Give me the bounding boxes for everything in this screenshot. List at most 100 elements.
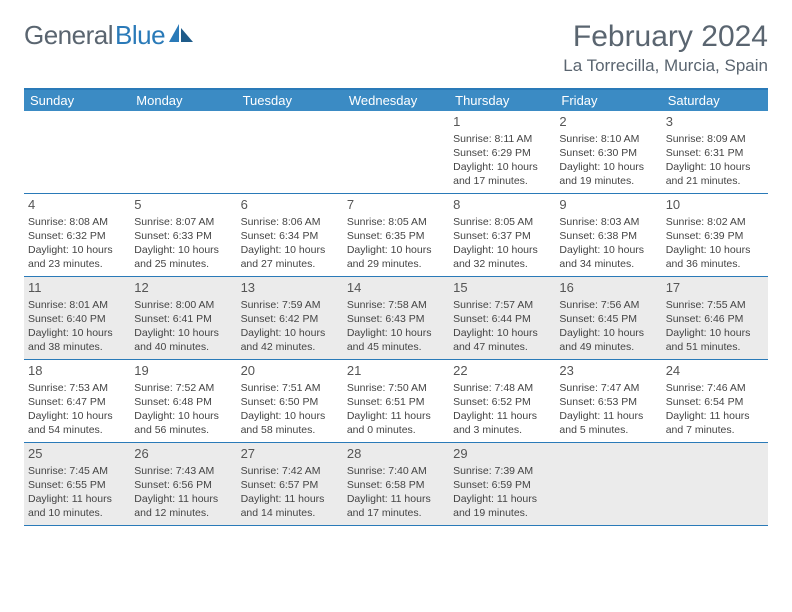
day-info: Sunrise: 8:07 AMSunset: 6:33 PMDaylight:…: [134, 215, 232, 272]
day-number: 22: [453, 362, 551, 380]
day-number: 6: [241, 196, 339, 214]
day-number: 17: [666, 279, 764, 297]
week-row: 1Sunrise: 8:11 AMSunset: 6:29 PMDaylight…: [24, 111, 768, 194]
day-cell: 13Sunrise: 7:59 AMSunset: 6:42 PMDayligh…: [237, 277, 343, 359]
day-cell: [343, 111, 449, 193]
day-number: 26: [134, 445, 232, 463]
day-number: 14: [347, 279, 445, 297]
day-cell: 14Sunrise: 7:58 AMSunset: 6:43 PMDayligh…: [343, 277, 449, 359]
day-number: 3: [666, 113, 764, 131]
day-info: Sunrise: 8:05 AMSunset: 6:37 PMDaylight:…: [453, 215, 551, 272]
day-cell: 27Sunrise: 7:42 AMSunset: 6:57 PMDayligh…: [237, 443, 343, 525]
day-number: 5: [134, 196, 232, 214]
day-header: Wednesday: [343, 90, 449, 111]
day-number: 23: [559, 362, 657, 380]
day-cell: 17Sunrise: 7:55 AMSunset: 6:46 PMDayligh…: [662, 277, 768, 359]
brand-text-2: Blue: [115, 20, 165, 51]
day-cell: 23Sunrise: 7:47 AMSunset: 6:53 PMDayligh…: [555, 360, 661, 442]
day-info: Sunrise: 8:00 AMSunset: 6:41 PMDaylight:…: [134, 298, 232, 355]
day-header: Tuesday: [237, 90, 343, 111]
day-number: 1: [453, 113, 551, 131]
day-cell: 15Sunrise: 7:57 AMSunset: 6:44 PMDayligh…: [449, 277, 555, 359]
day-number: 27: [241, 445, 339, 463]
day-info: Sunrise: 7:55 AMSunset: 6:46 PMDaylight:…: [666, 298, 764, 355]
day-cell: 1Sunrise: 8:11 AMSunset: 6:29 PMDaylight…: [449, 111, 555, 193]
brand-logo: GeneralBlue: [24, 20, 195, 51]
day-info: Sunrise: 7:42 AMSunset: 6:57 PMDaylight:…: [241, 464, 339, 521]
day-info: Sunrise: 8:05 AMSunset: 6:35 PMDaylight:…: [347, 215, 445, 272]
day-info: Sunrise: 7:45 AMSunset: 6:55 PMDaylight:…: [28, 464, 126, 521]
day-cell: 24Sunrise: 7:46 AMSunset: 6:54 PMDayligh…: [662, 360, 768, 442]
day-cell: 21Sunrise: 7:50 AMSunset: 6:51 PMDayligh…: [343, 360, 449, 442]
day-info: Sunrise: 8:10 AMSunset: 6:30 PMDaylight:…: [559, 132, 657, 189]
day-cell: 7Sunrise: 8:05 AMSunset: 6:35 PMDaylight…: [343, 194, 449, 276]
day-cell: 12Sunrise: 8:00 AMSunset: 6:41 PMDayligh…: [130, 277, 236, 359]
day-info: Sunrise: 8:02 AMSunset: 6:39 PMDaylight:…: [666, 215, 764, 272]
day-cell: 29Sunrise: 7:39 AMSunset: 6:59 PMDayligh…: [449, 443, 555, 525]
day-info: Sunrise: 7:43 AMSunset: 6:56 PMDaylight:…: [134, 464, 232, 521]
day-info: Sunrise: 8:11 AMSunset: 6:29 PMDaylight:…: [453, 132, 551, 189]
week-row: 18Sunrise: 7:53 AMSunset: 6:47 PMDayligh…: [24, 360, 768, 443]
day-number: 21: [347, 362, 445, 380]
day-number: 2: [559, 113, 657, 131]
day-number: 4: [28, 196, 126, 214]
day-number: 15: [453, 279, 551, 297]
page-header: GeneralBlue February 2024 La Torrecilla,…: [24, 20, 768, 76]
day-number: 7: [347, 196, 445, 214]
day-cell: 3Sunrise: 8:09 AMSunset: 6:31 PMDaylight…: [662, 111, 768, 193]
day-info: Sunrise: 7:59 AMSunset: 6:42 PMDaylight:…: [241, 298, 339, 355]
day-cell: 22Sunrise: 7:48 AMSunset: 6:52 PMDayligh…: [449, 360, 555, 442]
day-info: Sunrise: 7:53 AMSunset: 6:47 PMDaylight:…: [28, 381, 126, 438]
day-header: Sunday: [24, 90, 130, 111]
day-header: Thursday: [449, 90, 555, 111]
day-number: 16: [559, 279, 657, 297]
day-cell: 9Sunrise: 8:03 AMSunset: 6:38 PMDaylight…: [555, 194, 661, 276]
day-cell: 8Sunrise: 8:05 AMSunset: 6:37 PMDaylight…: [449, 194, 555, 276]
day-header: Monday: [130, 90, 236, 111]
day-info: Sunrise: 7:46 AMSunset: 6:54 PMDaylight:…: [666, 381, 764, 438]
week-row: 25Sunrise: 7:45 AMSunset: 6:55 PMDayligh…: [24, 443, 768, 526]
day-cell: 4Sunrise: 8:08 AMSunset: 6:32 PMDaylight…: [24, 194, 130, 276]
day-info: Sunrise: 7:52 AMSunset: 6:48 PMDaylight:…: [134, 381, 232, 438]
day-info: Sunrise: 7:39 AMSunset: 6:59 PMDaylight:…: [453, 464, 551, 521]
day-cell: 26Sunrise: 7:43 AMSunset: 6:56 PMDayligh…: [130, 443, 236, 525]
day-cell: [24, 111, 130, 193]
day-number: 11: [28, 279, 126, 297]
week-row: 11Sunrise: 8:01 AMSunset: 6:40 PMDayligh…: [24, 277, 768, 360]
day-cell: [237, 111, 343, 193]
day-cell: 18Sunrise: 7:53 AMSunset: 6:47 PMDayligh…: [24, 360, 130, 442]
day-number: 18: [28, 362, 126, 380]
day-info: Sunrise: 7:48 AMSunset: 6:52 PMDaylight:…: [453, 381, 551, 438]
calendar-grid: SundayMondayTuesdayWednesdayThursdayFrid…: [24, 88, 768, 526]
day-header: Saturday: [662, 90, 768, 111]
day-number: 24: [666, 362, 764, 380]
day-info: Sunrise: 7:51 AMSunset: 6:50 PMDaylight:…: [241, 381, 339, 438]
day-info: Sunrise: 7:47 AMSunset: 6:53 PMDaylight:…: [559, 381, 657, 438]
month-title: February 2024: [563, 20, 768, 54]
day-info: Sunrise: 7:56 AMSunset: 6:45 PMDaylight:…: [559, 298, 657, 355]
day-cell: 16Sunrise: 7:56 AMSunset: 6:45 PMDayligh…: [555, 277, 661, 359]
day-header-row: SundayMondayTuesdayWednesdayThursdayFrid…: [24, 90, 768, 111]
day-info: Sunrise: 8:08 AMSunset: 6:32 PMDaylight:…: [28, 215, 126, 272]
day-info: Sunrise: 7:57 AMSunset: 6:44 PMDaylight:…: [453, 298, 551, 355]
day-info: Sunrise: 7:50 AMSunset: 6:51 PMDaylight:…: [347, 381, 445, 438]
day-info: Sunrise: 8:06 AMSunset: 6:34 PMDaylight:…: [241, 215, 339, 272]
day-number: 8: [453, 196, 551, 214]
day-number: 25: [28, 445, 126, 463]
day-cell: 28Sunrise: 7:40 AMSunset: 6:58 PMDayligh…: [343, 443, 449, 525]
week-row: 4Sunrise: 8:08 AMSunset: 6:32 PMDaylight…: [24, 194, 768, 277]
day-cell: 6Sunrise: 8:06 AMSunset: 6:34 PMDaylight…: [237, 194, 343, 276]
location-label: La Torrecilla, Murcia, Spain: [563, 56, 768, 76]
day-number: 20: [241, 362, 339, 380]
day-info: Sunrise: 7:58 AMSunset: 6:43 PMDaylight:…: [347, 298, 445, 355]
day-number: 28: [347, 445, 445, 463]
day-number: 19: [134, 362, 232, 380]
brand-text-1: General: [24, 20, 113, 51]
day-info: Sunrise: 8:03 AMSunset: 6:38 PMDaylight:…: [559, 215, 657, 272]
day-number: 9: [559, 196, 657, 214]
day-info: Sunrise: 8:01 AMSunset: 6:40 PMDaylight:…: [28, 298, 126, 355]
day-cell: 25Sunrise: 7:45 AMSunset: 6:55 PMDayligh…: [24, 443, 130, 525]
day-cell: 5Sunrise: 8:07 AMSunset: 6:33 PMDaylight…: [130, 194, 236, 276]
day-cell: 20Sunrise: 7:51 AMSunset: 6:50 PMDayligh…: [237, 360, 343, 442]
day-cell: 19Sunrise: 7:52 AMSunset: 6:48 PMDayligh…: [130, 360, 236, 442]
